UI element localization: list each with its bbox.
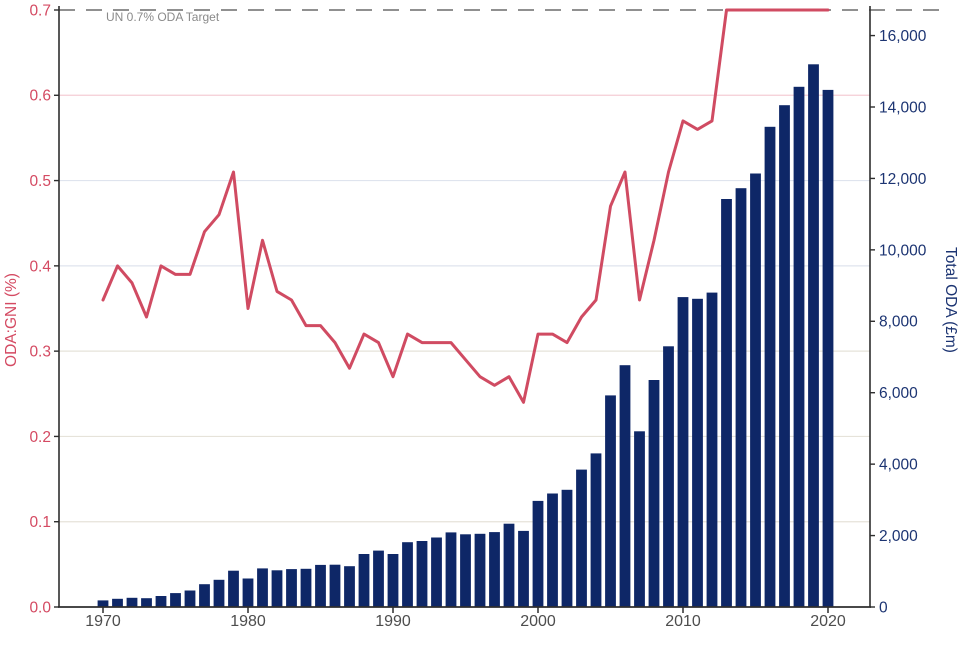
bar-1992 bbox=[416, 541, 428, 607]
left-axis-tick-label: 0.7 bbox=[29, 2, 51, 19]
right-axis-tick-label: 0 bbox=[879, 599, 888, 616]
bar-1988 bbox=[358, 554, 370, 607]
left-axis-tick-label: 0.3 bbox=[29, 344, 51, 361]
x-axis-tick-label: 1990 bbox=[375, 613, 411, 630]
bar-1970 bbox=[97, 600, 109, 607]
bar-2010 bbox=[677, 297, 689, 607]
right-axis-title: Total ODA (£m) bbox=[942, 247, 959, 353]
bar-2007 bbox=[634, 431, 645, 608]
bar-1990 bbox=[387, 554, 399, 607]
bar-2018 bbox=[793, 86, 805, 608]
bar-2017 bbox=[779, 105, 790, 607]
right-axis-tick-label: 16,000 bbox=[879, 28, 927, 45]
x-axis-tick-label: 2000 bbox=[520, 613, 556, 630]
left-axis-tick-label: 0.4 bbox=[29, 258, 51, 275]
oda-gni-line bbox=[101, 8, 830, 404]
bar-1978 bbox=[213, 579, 225, 608]
bar-2012 bbox=[706, 292, 718, 607]
bar-1980 bbox=[242, 578, 254, 607]
bar-1989 bbox=[373, 550, 384, 607]
bar-1986 bbox=[329, 564, 341, 607]
left-axis-tick-label: 0.2 bbox=[29, 429, 51, 446]
right-axis-tick-label: 6,000 bbox=[879, 385, 918, 402]
left-axis-tick-label: 0.1 bbox=[29, 514, 51, 531]
bar-2016 bbox=[764, 126, 776, 608]
bar-1987 bbox=[344, 566, 355, 607]
bar-2013 bbox=[721, 199, 732, 607]
right-axis-tick-label: 4,000 bbox=[879, 457, 918, 474]
bar-2020 bbox=[822, 89, 834, 607]
right-axis-tick-label: 2,000 bbox=[879, 528, 918, 545]
right-axis-tick-label: 10,000 bbox=[879, 242, 927, 259]
bar-1984 bbox=[300, 568, 312, 607]
bar-2014 bbox=[735, 188, 747, 607]
right-axis-tick-label: 8,000 bbox=[879, 314, 918, 331]
left-axis-tick-label: 0.6 bbox=[29, 88, 51, 105]
bar-1994 bbox=[445, 532, 457, 607]
bar-2003 bbox=[576, 469, 587, 607]
bar-1974 bbox=[155, 596, 167, 607]
right-axis-tick-label: 12,000 bbox=[879, 171, 927, 188]
bar-1975 bbox=[170, 593, 181, 607]
bar-2019 bbox=[808, 64, 819, 608]
bar-1985 bbox=[315, 564, 326, 607]
left-axis-tick-label: 0.5 bbox=[29, 173, 51, 190]
x-axis-tick-label: 1970 bbox=[85, 613, 121, 630]
bar-1996 bbox=[474, 533, 486, 608]
bar-1997 bbox=[489, 532, 500, 607]
bar-2005 bbox=[605, 395, 616, 607]
bar-2002 bbox=[561, 489, 573, 607]
bar-1979 bbox=[228, 570, 239, 607]
bar-2015 bbox=[750, 173, 761, 607]
bar-2008 bbox=[648, 380, 660, 607]
left-axis-tick-label: 0.0 bbox=[29, 599, 51, 616]
bar-1976 bbox=[184, 590, 196, 607]
bar-2009 bbox=[663, 346, 674, 607]
x-axis-tick-label: 2010 bbox=[665, 613, 701, 630]
bar-2000 bbox=[532, 500, 544, 607]
bar-1982 bbox=[271, 570, 283, 607]
bar-1972 bbox=[126, 597, 138, 608]
bar-1993 bbox=[431, 537, 442, 607]
bar-1973 bbox=[141, 598, 152, 607]
bar-1983 bbox=[286, 569, 297, 607]
bar-2011 bbox=[692, 298, 703, 607]
un-target-label: UN 0.7% ODA Target bbox=[106, 10, 220, 24]
bar-2004 bbox=[590, 453, 602, 607]
left-axis-title: ODA:GNI (%) bbox=[3, 273, 20, 367]
bar-1999 bbox=[518, 530, 529, 607]
bar-1981 bbox=[257, 568, 268, 607]
x-axis-tick-label: 2020 bbox=[810, 613, 846, 630]
right-axis-tick-label: 14,000 bbox=[879, 99, 927, 116]
bar-1971 bbox=[112, 598, 123, 608]
bar-1991 bbox=[402, 542, 413, 607]
x-axis-tick-label: 1980 bbox=[230, 613, 266, 630]
bar-2006 bbox=[619, 365, 631, 607]
bar-1998 bbox=[503, 523, 515, 607]
bar-1995 bbox=[460, 534, 471, 608]
bar-2001 bbox=[547, 493, 558, 607]
bar-1977 bbox=[199, 584, 210, 607]
